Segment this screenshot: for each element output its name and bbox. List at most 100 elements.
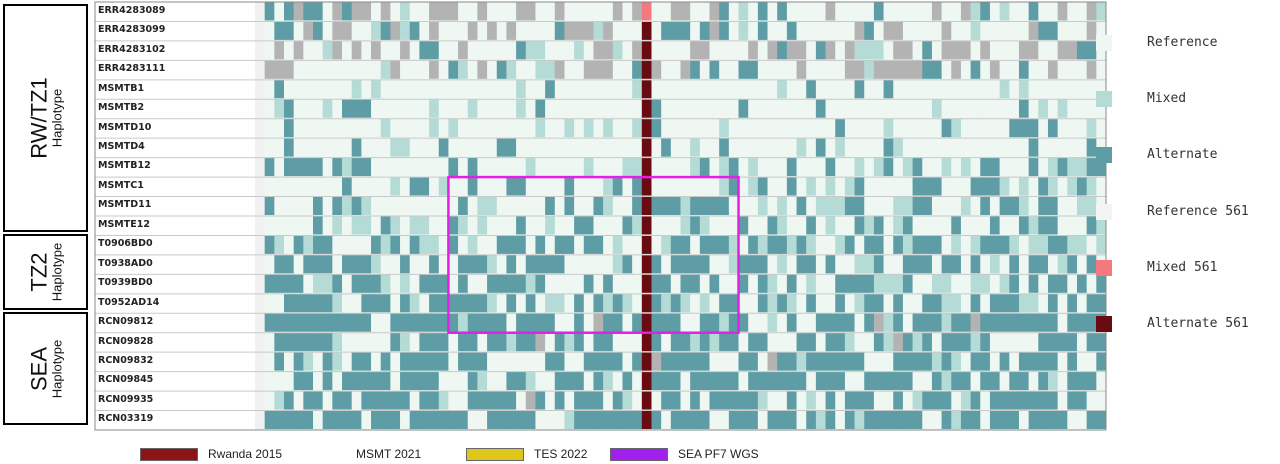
heatmap-cell [380,60,391,79]
heatmap-cell [477,410,488,429]
heatmap-cell [709,410,720,429]
heatmap-cell [1038,332,1049,352]
heatmap-cell [409,60,420,79]
heatmap-cell [477,99,488,118]
heatmap-cell [525,352,536,371]
heatmap-cell [1009,177,1020,196]
heatmap-cell [632,274,643,293]
heatmap-cell [1067,274,1078,293]
heatmap-cell [554,196,565,215]
heatmap-cell [690,79,701,99]
heatmap-cell [1067,332,1078,352]
heatmap-cell [1038,2,1049,21]
heatmap-cell [661,79,672,99]
heatmap-cell [448,99,459,118]
heatmap-cell [351,177,362,196]
heatmap-cell [274,79,285,99]
heatmap-cell [661,196,672,215]
heatmap-cell [1009,391,1020,410]
heatmap-cell [429,118,440,138]
heatmap-cell [255,99,265,118]
heatmap-cell [922,21,933,40]
heatmap-cell [970,40,981,60]
heatmap-cell [293,21,304,40]
heatmap-cell [786,177,797,196]
heatmap-cell [438,118,449,138]
heatmap-cell [612,157,623,177]
heatmap-cell [699,40,710,60]
heatmap-cell [274,235,285,254]
heatmap-cell [690,274,701,293]
heatmap-cell [458,196,469,215]
heatmap-cell [293,216,304,235]
sample-label: T0938AD0 [98,257,153,269]
heatmap-cell [709,313,720,332]
heatmap-cell [1086,99,1097,118]
heatmap-cell [284,79,294,99]
heatmap-cell [883,177,894,196]
heatmap-cell [651,332,662,352]
heatmap-cell [931,254,942,274]
heatmap-cell [922,410,933,429]
heatmap-cell [893,391,904,410]
heatmap-cell [1086,118,1097,138]
heatmap-cell [864,274,875,293]
heatmap-cell [429,216,440,235]
heatmap-cell [767,196,778,215]
heatmap-cell [1018,313,1029,332]
heatmap-cell [574,40,585,60]
heatmap-cell [661,99,672,118]
heatmap-cell [951,196,962,215]
heatmap-cell [941,118,952,138]
heatmap-cell [371,410,382,429]
heatmap-cell [922,196,933,215]
heatmap-cell [690,216,701,235]
heatmap-cell [632,313,643,332]
heatmap-cell [719,254,730,274]
heatmap-cell [284,352,294,371]
heatmap-cell [255,157,265,177]
heatmap-cell [322,118,333,138]
sample-label: RCN09832 [98,354,154,366]
heatmap-cell [835,410,846,429]
heatmap-cell [390,274,401,293]
heatmap-cell [922,216,933,235]
heatmap-cell [1067,196,1078,215]
heatmap-cell [400,371,411,391]
heatmap-cell [603,332,614,352]
heatmap-cell [419,332,430,352]
heatmap-cell [525,274,536,293]
heatmap-cell [603,60,614,79]
heatmap-cell [574,274,585,293]
heatmap-cell [854,371,865,391]
heatmap-cell [970,196,981,215]
heatmap-cell [487,99,498,118]
heatmap-cell [873,79,884,99]
heatmap-cell [777,216,788,235]
heatmap-cell [1086,157,1097,177]
sample-label: ERR4283099 [98,24,166,36]
heatmap-cell [506,235,517,254]
heatmap-cell [1076,196,1087,215]
heatmap-cell [322,40,333,60]
heatmap-cell [651,352,662,371]
heatmap-cell [1057,177,1068,196]
heatmap-cell [1047,216,1058,235]
heatmap-cell [951,40,962,60]
heatmap-cell [767,352,778,371]
heatmap-cell [835,177,846,196]
heatmap-cell [545,332,556,352]
heatmap-cell [293,177,304,196]
heatmap-cell [815,157,826,177]
heatmap-cell [999,79,1010,99]
heatmap-cell [709,99,720,118]
heatmap-cell [632,332,643,352]
heatmap-cell [922,2,933,21]
heatmap-cell [361,138,372,157]
heatmap-cell [564,177,575,196]
heatmap-cell [429,235,440,254]
heatmap-cell [873,332,884,352]
heatmap-cell [554,60,565,79]
heatmap-cell [690,254,701,274]
heatmap-cell [612,352,623,371]
